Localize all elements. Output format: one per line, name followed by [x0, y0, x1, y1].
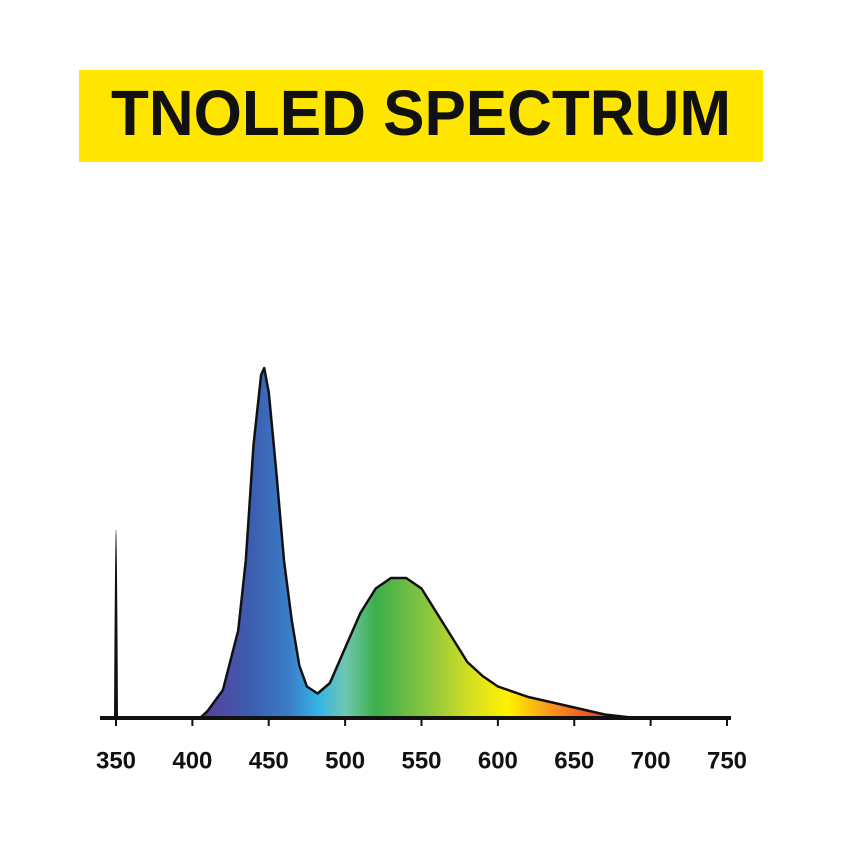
x-tick-label: 650 — [554, 747, 594, 774]
x-tick-label: 600 — [478, 747, 518, 774]
chart-title: TNOLED SPECTRUM — [111, 77, 731, 149]
y-axis — [114, 529, 118, 718]
spectrum-area — [198, 366, 637, 720]
x-tick-label: 700 — [631, 747, 671, 774]
x-tick-label: 400 — [172, 747, 212, 774]
title-banner — [79, 70, 763, 162]
x-tick-label: 750 — [707, 747, 747, 774]
x-tick-label: 450 — [249, 747, 289, 774]
x-tick-label: 350 — [96, 747, 136, 774]
x-tick-label: 550 — [401, 747, 441, 774]
x-tick-label: 500 — [325, 747, 365, 774]
